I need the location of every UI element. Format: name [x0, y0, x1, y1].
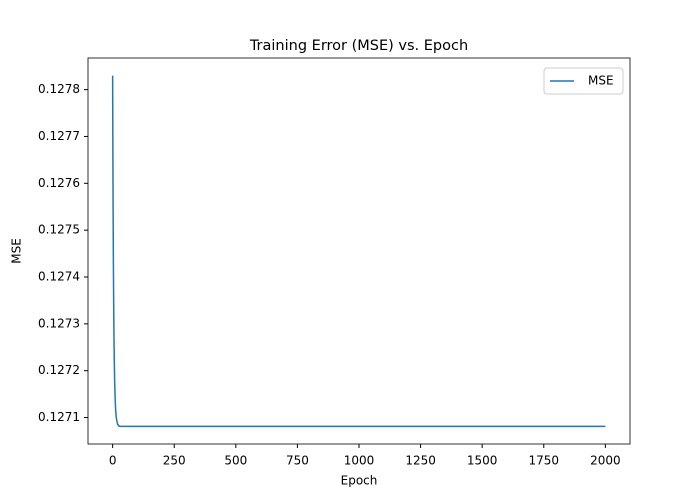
y-axis-label: MSE: [10, 238, 24, 264]
y-tick-label: 0.1273: [38, 316, 80, 330]
legend-box: [543, 67, 624, 95]
x-tick-label: 1000: [344, 454, 375, 468]
y-tick-label: 0.1277: [38, 129, 80, 143]
y-tick-label: 0.1272: [38, 363, 80, 377]
x-tick-label: 750: [286, 454, 309, 468]
chart-title: Training Error (MSE) vs. Epoch: [249, 38, 468, 54]
y-tick-label: 0.1274: [38, 269, 80, 283]
x-axis-label: Epoch: [341, 474, 378, 488]
x-tick-label: 1750: [528, 454, 559, 468]
y-tick-label: 0.1271: [38, 410, 80, 424]
y-tick-label: 0.1278: [38, 82, 80, 96]
x-tick-label: 250: [163, 454, 186, 468]
x-tick-label: 1500: [467, 454, 498, 468]
y-tick-label: 0.1276: [38, 176, 80, 190]
x-tick-label: 2000: [590, 454, 621, 468]
y-tick-label: 0.1275: [38, 223, 80, 237]
legend-label: MSE: [588, 74, 614, 88]
line: [111, 75, 606, 428]
plot-frame: [87, 57, 631, 445]
x-tick-label: 1250: [405, 454, 436, 468]
x-tick-label: 500: [224, 454, 247, 468]
x-tick-label: 0: [109, 454, 117, 468]
